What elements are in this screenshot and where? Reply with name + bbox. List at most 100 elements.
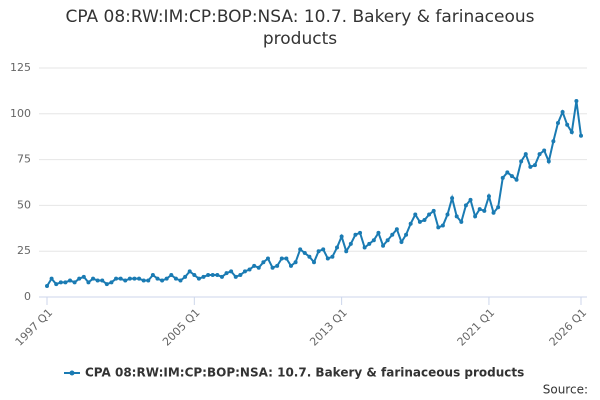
point (404, 232, 409, 237)
point (252, 263, 257, 268)
point (114, 276, 119, 281)
point (528, 164, 533, 169)
point (109, 280, 114, 285)
x-tick-label: 2013 Q1 (307, 306, 350, 349)
point (288, 263, 293, 268)
point (413, 212, 418, 217)
point (81, 274, 86, 279)
point (496, 205, 501, 210)
point (523, 152, 528, 157)
y-tick-label: 75 (17, 153, 31, 166)
point (123, 278, 128, 283)
point (362, 245, 367, 250)
point (316, 249, 321, 254)
point (509, 174, 514, 179)
point (468, 197, 473, 202)
point (155, 276, 160, 281)
point (284, 256, 289, 261)
point (137, 276, 142, 281)
point (532, 163, 537, 168)
point (270, 265, 275, 270)
point (58, 280, 63, 285)
point (500, 175, 505, 180)
point (417, 219, 422, 224)
point (307, 254, 312, 259)
point (344, 249, 349, 254)
point (390, 232, 395, 237)
point (477, 207, 482, 212)
point (54, 282, 59, 287)
point (459, 219, 464, 224)
point (560, 109, 565, 114)
point (399, 240, 404, 245)
x-tick-label: 2026 Q1 (547, 306, 590, 349)
point (519, 159, 524, 164)
point (358, 230, 363, 235)
point (95, 278, 100, 283)
point (579, 133, 583, 138)
point (72, 280, 77, 285)
legend-label: CPA 08:RW:IM:CP:BOP:NSA: 10.7. Bakery & … (85, 366, 524, 380)
point (427, 212, 432, 217)
point (118, 276, 123, 281)
point (445, 212, 450, 217)
point (160, 278, 165, 283)
point (169, 273, 174, 278)
point (150, 273, 155, 278)
x-tick-label: 1997 Q1 (13, 306, 56, 349)
point (440, 223, 445, 228)
point (486, 194, 491, 199)
point (146, 278, 151, 283)
point (385, 238, 390, 243)
point (353, 232, 358, 237)
point (381, 243, 386, 248)
point (210, 273, 215, 278)
point (187, 269, 192, 274)
point (173, 276, 178, 281)
point (505, 170, 510, 175)
point (279, 256, 284, 261)
point (394, 227, 399, 232)
point (371, 238, 376, 243)
point (431, 208, 436, 213)
point (330, 254, 335, 259)
point (68, 278, 73, 283)
point (261, 260, 266, 265)
point (514, 177, 519, 182)
point (242, 269, 247, 274)
point (49, 276, 54, 281)
point (45, 284, 49, 289)
chart-title: CPA 08:RW:IM:CP:BOP:NSA: 10.7. Bakery & … (65, 7, 535, 49)
point (229, 269, 234, 274)
y-tick-label: 25 (17, 244, 31, 257)
point (482, 208, 487, 213)
point (224, 271, 229, 276)
point (546, 159, 551, 164)
point (574, 98, 579, 103)
point (63, 280, 68, 285)
point (555, 120, 560, 125)
point (206, 273, 211, 278)
point (454, 214, 459, 219)
y-tick-label: 100 (10, 107, 31, 120)
point (463, 203, 468, 208)
point (178, 278, 183, 283)
point (201, 274, 206, 279)
y-tick-label: 0 (24, 290, 31, 303)
point (408, 221, 413, 226)
point (247, 267, 252, 272)
point (238, 273, 243, 278)
point (265, 256, 270, 261)
point (321, 247, 326, 252)
point (219, 274, 224, 279)
point (298, 247, 303, 252)
point (565, 122, 570, 127)
x-tick-label: 2005 Q1 (160, 306, 203, 349)
point (422, 218, 427, 223)
point (542, 148, 547, 153)
point (127, 276, 132, 281)
point (339, 234, 344, 239)
point (215, 273, 220, 278)
point (569, 130, 574, 135)
